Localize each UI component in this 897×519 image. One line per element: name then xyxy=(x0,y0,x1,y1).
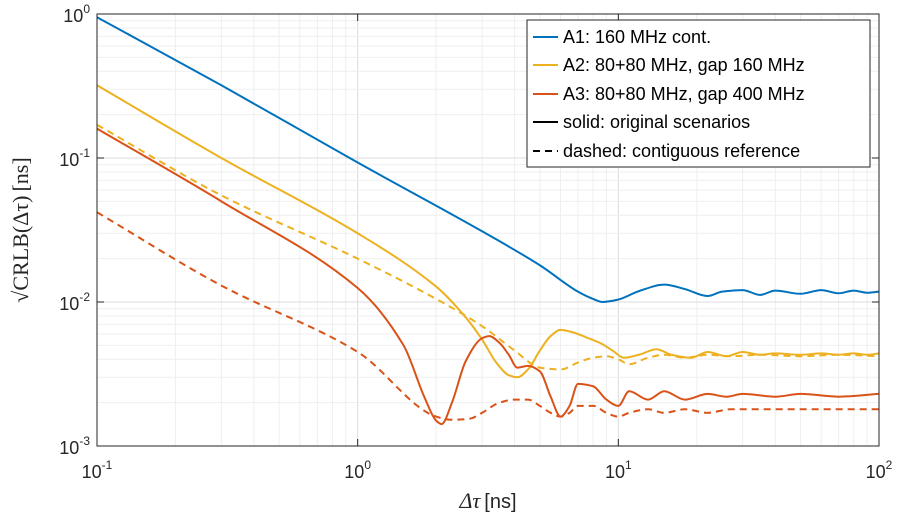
y-tick-base: 10 xyxy=(59,294,79,314)
x-tick-label: 102 xyxy=(866,458,893,482)
y-axis-label: √CRLB(Δτ) [ns] xyxy=(8,157,33,302)
series-group xyxy=(96,16,880,426)
y-tick-label: 10-2 xyxy=(59,290,90,314)
series-line-a2-dashed xyxy=(96,123,880,371)
y-tick-label: 10-3 xyxy=(59,434,90,458)
x-axis-label: Δτ [ns] xyxy=(458,488,516,513)
series-line-a1-solid xyxy=(96,16,880,303)
x-tick-labels: 10-1 100 101 102 xyxy=(82,458,893,482)
y-tick-exp: 0 xyxy=(83,2,90,16)
y-tick-base: 10 xyxy=(59,150,79,170)
legend-label-dashed: dashed: contiguous reference xyxy=(563,141,800,161)
x-tick-base: 10 xyxy=(605,462,625,482)
legend-box xyxy=(526,19,871,168)
legend: A1: 160 MHz cont. A2: 80+80 MHz, gap 160… xyxy=(526,19,871,168)
y-tick-exp: -2 xyxy=(79,290,90,304)
x-tick-base: 10 xyxy=(82,462,102,482)
x-tick-exp: 1 xyxy=(625,458,632,472)
legend-label-a2: A2: 80+80 MHz, gap 160 MHz xyxy=(563,55,805,75)
y-tick-label: 10-1 xyxy=(59,146,90,170)
x-axis-label-main: Δτ xyxy=(458,488,481,513)
x-tick-exp: 0 xyxy=(364,458,371,472)
series-line-a3-dashed xyxy=(96,211,879,421)
x-axis-label-unit: [ns] xyxy=(484,491,516,513)
x-tick-label: 101 xyxy=(605,458,632,482)
series-line-a3-solid xyxy=(96,127,880,426)
y-axis-label-unit: [ns] xyxy=(8,157,33,191)
y-tick-exp: -3 xyxy=(79,434,90,448)
legend-label-solid: solid: original scenarios xyxy=(563,112,750,132)
x-tick-label: 10-1 xyxy=(82,458,113,482)
legend-label-a1: A1: 160 MHz cont. xyxy=(563,27,711,47)
y-tick-base: 10 xyxy=(63,6,83,26)
x-tick-label: 100 xyxy=(344,458,371,482)
x-tick-base: 10 xyxy=(344,462,364,482)
series-line-a2-solid xyxy=(96,84,880,379)
x-tick-exp: -1 xyxy=(102,458,113,472)
x-tick-exp: 2 xyxy=(886,458,893,472)
y-axis-label-main: √CRLB(Δτ) xyxy=(8,196,33,303)
y-tick-base: 10 xyxy=(59,438,79,458)
y-tick-exp: -1 xyxy=(79,146,90,160)
x-tick-base: 10 xyxy=(866,462,886,482)
legend-label-a3: A3: 80+80 MHz, gap 400 MHz xyxy=(563,84,805,104)
axes-box xyxy=(96,13,880,447)
y-tick-label: 100 xyxy=(63,2,90,26)
